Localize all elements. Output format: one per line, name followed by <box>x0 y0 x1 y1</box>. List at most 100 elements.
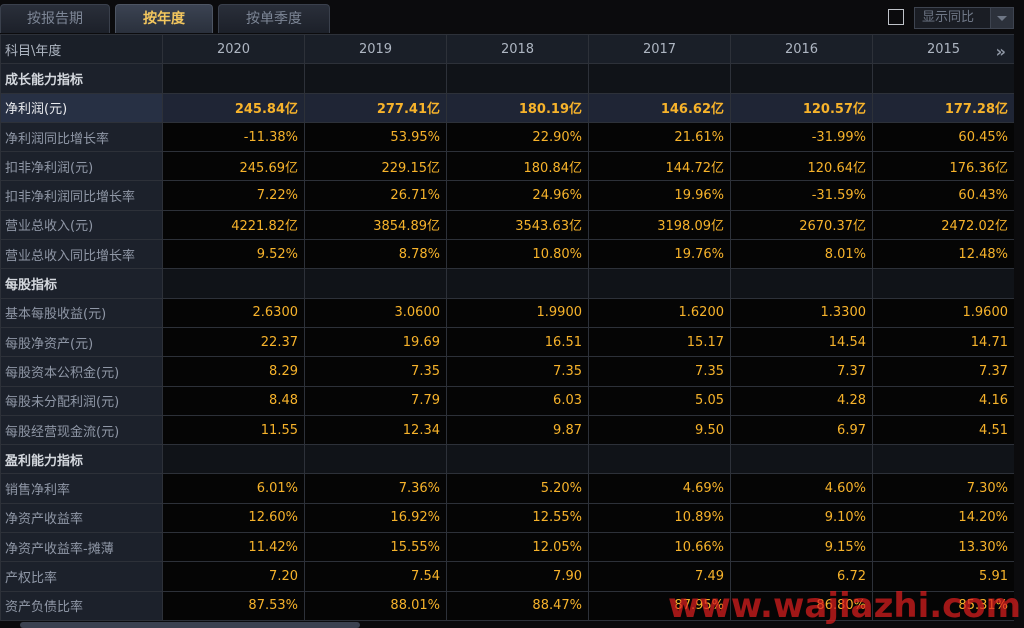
row-label: 每股经营现金流(元) <box>0 414 163 446</box>
year-header[interactable]: 2017 <box>588 33 731 65</box>
value-cell: 7.36% <box>304 473 447 504</box>
year-header[interactable]: 2019 <box>304 33 447 65</box>
value-cell <box>446 268 589 299</box>
value-cell: 19.76% <box>588 239 731 270</box>
value-cell: 4.16 <box>872 385 1015 416</box>
tab-bar: 按报告期 按年度 按单季度 显示同比 <box>0 0 1024 34</box>
value-cell <box>304 63 447 94</box>
table-row[interactable]: 销售净利率 6.01% 7.36% 5.20% 4.69% 4.60% 7.30% <box>0 473 1015 504</box>
value-cell: 88.01% <box>304 590 447 621</box>
table-header-row: 科目\年度 2020 2019 2018 2017 2016 2015 » <box>0 33 1015 65</box>
year-header[interactable]: 2015 » <box>872 33 1015 65</box>
value-cell: 7.49 <box>588 561 731 592</box>
value-cell <box>872 444 1015 475</box>
value-cell: 7.37 <box>730 356 873 387</box>
value-cell: 180.19亿 <box>446 92 589 123</box>
horizontal-scrollbar[interactable] <box>20 622 360 628</box>
value-cell: 5.91 <box>872 561 1015 592</box>
value-cell: 2.6300 <box>162 297 305 328</box>
value-cell <box>730 268 873 299</box>
value-cell: 9.10% <box>730 502 873 534</box>
value-cell: 245.69亿 <box>162 151 305 182</box>
table-row[interactable]: 扣非净利润(元) 245.69亿 229.15亿 180.84亿 144.72亿 120.… <box>0 151 1015 182</box>
value-cell: 7.35 <box>304 356 447 387</box>
table-row[interactable]: 资产负债比率 87.53% 88.01% 88.47% 87.95% 86.80% 85.3… <box>0 590 1015 621</box>
value-cell: 245.84亿 <box>162 92 305 123</box>
double-chevron-right-icon[interactable]: » <box>995 42 1006 61</box>
value-cell: 15.17 <box>588 326 731 358</box>
table-row[interactable]: 每股净资产(元) 22.37 19.69 16.51 15.17 14.54 14.71 <box>0 326 1015 358</box>
value-cell: 9.52% <box>162 239 305 270</box>
show-yoy-select[interactable]: 显示同比 <box>914 7 1014 29</box>
value-cell: 12.48% <box>872 239 1015 270</box>
show-yoy-checkbox[interactable] <box>888 9 904 25</box>
value-cell: 8.48 <box>162 385 305 416</box>
value-cell: 229.15亿 <box>304 151 447 182</box>
table-row[interactable]: 每股经营现金流(元) 11.55 12.34 9.87 9.50 6.97 4.51 <box>0 414 1015 446</box>
tab-by-single-quarter[interactable]: 按单季度 <box>218 4 330 33</box>
value-cell: 4.51 <box>872 414 1015 446</box>
year-header[interactable]: 2018 <box>446 33 589 65</box>
value-cell <box>872 63 1015 94</box>
table-row[interactable]: 基本每股收益(元) 2.6300 3.0600 1.9900 1.6200 1.3300 1… <box>0 297 1015 328</box>
table-row[interactable]: 净利润(元) 245.84亿 277.41亿 180.19亿 146.62亿 120.57… <box>0 92 1015 123</box>
value-cell: 21.61% <box>588 121 731 153</box>
table-row[interactable]: 产权比率 7.20 7.54 7.90 7.49 6.72 5.91 <box>0 561 1015 592</box>
row-label: 净利润(元) <box>0 92 163 123</box>
value-cell <box>304 268 447 299</box>
table-row[interactable]: 每股未分配利润(元) 8.48 7.79 6.03 5.05 4.28 4.16 <box>0 385 1015 416</box>
table-row[interactable]: 净利润同比增长率 -11.38% 53.95% 22.90% 21.61% -31.99%… <box>0 121 1015 153</box>
value-cell: 60.43% <box>872 180 1015 211</box>
value-cell <box>162 268 305 299</box>
value-cell: 14.20% <box>872 502 1015 534</box>
value-cell <box>446 63 589 94</box>
table-row[interactable]: 净资产收益率-摊薄 11.42% 15.55% 12.05% 10.66% 9.15% 13… <box>0 532 1015 563</box>
value-cell: 10.89% <box>588 502 731 534</box>
right-edge <box>1014 34 1024 628</box>
show-yoy-select-label: 显示同比 <box>922 10 975 25</box>
section-row: 成长能力指标 <box>0 63 1015 94</box>
tab-by-report-period[interactable]: 按报告期 <box>0 4 110 33</box>
value-cell <box>588 63 731 94</box>
value-cell <box>446 444 589 475</box>
year-header[interactable]: 2016 <box>730 33 873 65</box>
value-cell: 12.05% <box>446 532 589 563</box>
value-cell: 4.69% <box>588 473 731 504</box>
value-cell: 1.6200 <box>588 297 731 328</box>
year-header-label: 2015 <box>926 41 961 57</box>
value-cell: -31.59% <box>730 180 873 211</box>
value-cell: 3198.09亿 <box>588 209 731 241</box>
year-header[interactable]: 2020 <box>162 33 305 65</box>
value-cell: 7.22% <box>162 180 305 211</box>
value-cell <box>730 444 873 475</box>
table-row[interactable]: 每股资本公积金(元) 8.29 7.35 7.35 7.35 7.37 7.37 <box>0 356 1015 387</box>
value-cell: 24.96% <box>446 180 589 211</box>
chevron-down-icon[interactable] <box>990 8 1013 28</box>
value-cell: 8.01% <box>730 239 873 270</box>
value-cell: 85.31% <box>872 590 1015 621</box>
value-cell: 277.41亿 <box>304 92 447 123</box>
row-label: 资产负债比率 <box>0 590 163 621</box>
value-cell: 4.28 <box>730 385 873 416</box>
value-cell: 88.47% <box>446 590 589 621</box>
value-cell: 87.53% <box>162 590 305 621</box>
row-label: 扣非净利润(元) <box>0 151 163 182</box>
value-cell: 60.45% <box>872 121 1015 153</box>
table-row[interactable]: 净资产收益率 12.60% 16.92% 12.55% 10.89% 9.10% 14.20… <box>0 502 1015 534</box>
value-cell: 22.37 <box>162 326 305 358</box>
table-row[interactable]: 营业总收入(元) 4221.82亿 3854.89亿 3543.63亿 3198.09亿… <box>0 209 1015 241</box>
value-cell: 144.72亿 <box>588 151 731 182</box>
financial-indicators-table: 科目\年度 2020 2019 2018 2017 2016 2015 » 成长… <box>0 33 1015 621</box>
section-label: 盈利能力指标 <box>0 444 163 475</box>
tab-by-year[interactable]: 按年度 <box>115 4 213 33</box>
section-row: 每股指标 <box>0 268 1015 299</box>
value-cell: 7.20 <box>162 561 305 592</box>
table-row[interactable]: 扣非净利润同比增长率 7.22% 26.71% 24.96% 19.96% -31.59%… <box>0 180 1015 211</box>
value-cell: 11.42% <box>162 532 305 563</box>
table-row[interactable]: 营业总收入同比增长率 9.52% 8.78% 10.80% 19.76% 8.01% 12.… <box>0 239 1015 270</box>
value-cell: 6.97 <box>730 414 873 446</box>
section-label: 成长能力指标 <box>0 63 163 94</box>
value-cell <box>730 63 873 94</box>
row-label: 销售净利率 <box>0 473 163 504</box>
value-cell: 14.71 <box>872 326 1015 358</box>
